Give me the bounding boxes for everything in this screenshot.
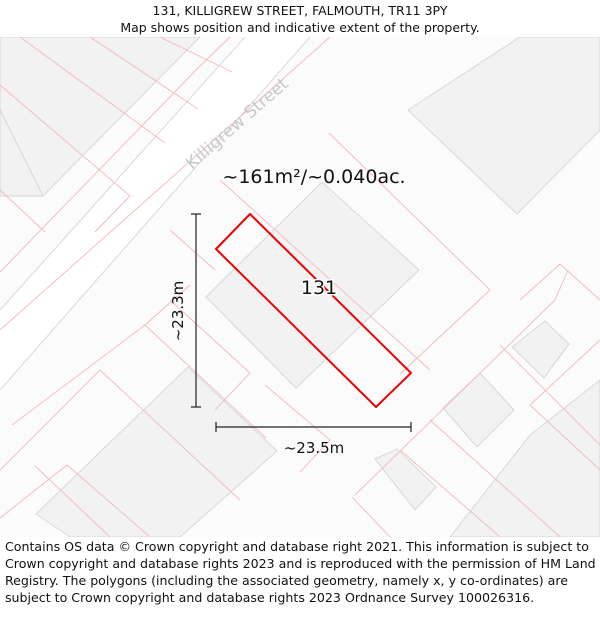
parcel-boundaries (0, 37, 600, 537)
height-dimension-label: ~23.3m (169, 281, 187, 342)
width-dimension-label: ~23.5m (284, 439, 345, 457)
property-address: 131, KILLIGREW STREET, FALMOUTH, TR11 3P… (152, 3, 448, 18)
road-edge (0, 37, 246, 311)
map-subtitle: Map shows position and indicative extent… (120, 20, 480, 35)
property-boundary[interactable] (214, 212, 413, 409)
map-header: 131, KILLIGREW STREET, FALMOUTH, TR11 3P… (0, 0, 600, 37)
road-edge (0, 37, 311, 391)
area-label: ~161m²/~0.040ac. (222, 166, 405, 188)
building-footprints (0, 37, 600, 537)
property-number-label: 131 (301, 277, 337, 299)
property-map[interactable]: Killigrew Street ~161m²/~0.040ac. 131 ~2… (0, 37, 600, 537)
copyright-notice: Contains OS data © Crown copyright and d… (5, 539, 596, 605)
width-dimension-line (215, 422, 412, 432)
height-dimension-line (191, 213, 201, 408)
